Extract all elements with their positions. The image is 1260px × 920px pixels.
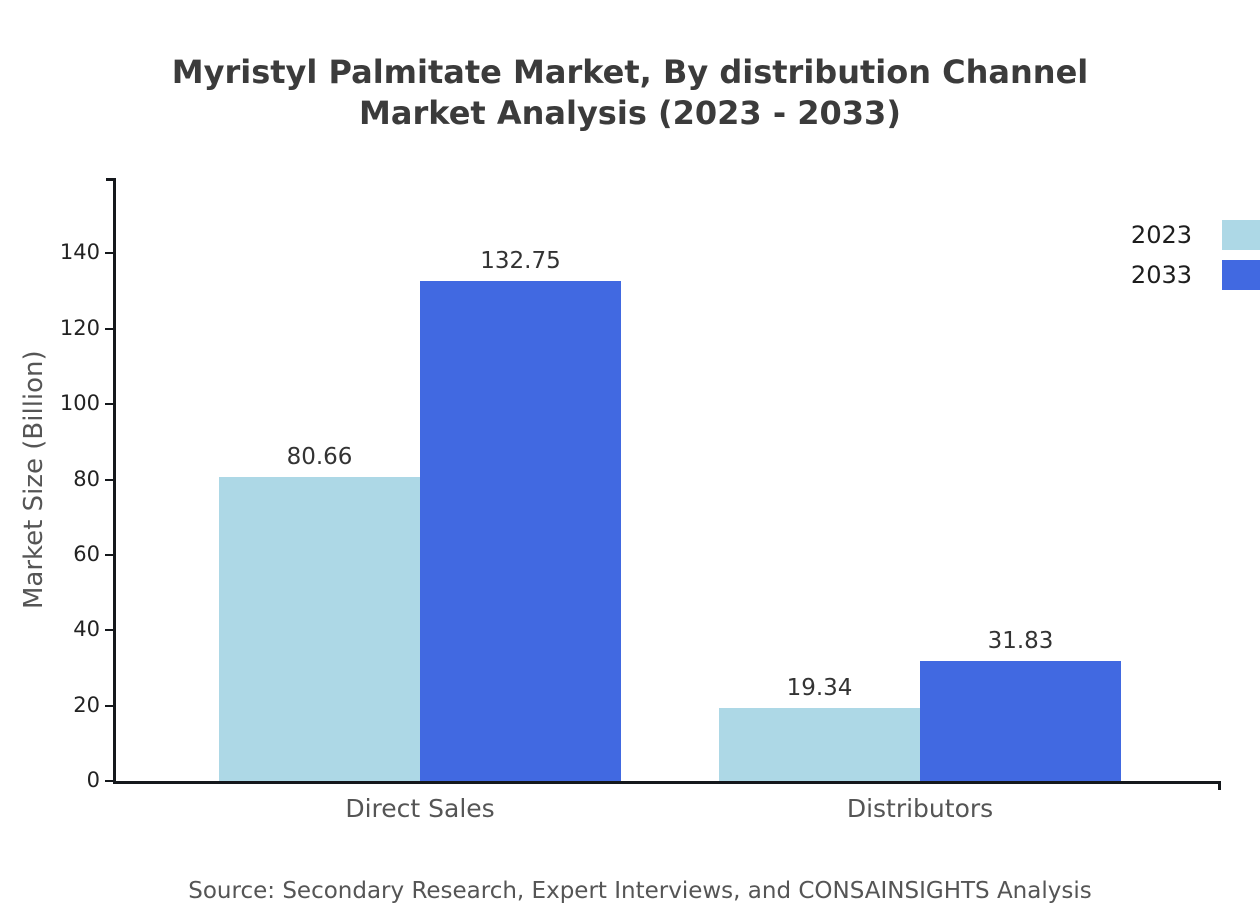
- y-tick-mark: [105, 327, 113, 330]
- x-axis-line: [113, 781, 1220, 784]
- bar-value-label: 80.66: [286, 444, 353, 470]
- y-tick-mark: [105, 252, 113, 255]
- chart-title-line2: Market Analysis (2023 - 2033): [359, 94, 901, 132]
- y-tick-label: 100: [59, 391, 100, 416]
- legend-label: 2023: [1130, 221, 1192, 249]
- bar-2023-distributors: [719, 708, 920, 781]
- bar-2033-direct-sales: [420, 280, 621, 781]
- chart-title-line1: Myristyl Palmitate Market, By distributi…: [171, 53, 1089, 91]
- y-tick-label: 120: [59, 315, 100, 340]
- y-tick-label: 140: [59, 240, 100, 265]
- legend-item-2023: 2023: [1131, 220, 1260, 250]
- y-tick-label: 40: [73, 617, 100, 642]
- y-tick-mark: [105, 704, 113, 707]
- legend-item-2033: 2033: [1131, 260, 1260, 290]
- legend-swatch: [1222, 260, 1260, 290]
- y-tick-label: 60: [73, 541, 100, 566]
- y-tick-mark: [105, 403, 113, 406]
- source-note: Source: Secondary Research, Expert Inter…: [188, 878, 1092, 904]
- y-tick-label: 80: [73, 466, 100, 491]
- y-tick-label: 20: [73, 692, 100, 717]
- bar-2023-direct-sales: [219, 477, 420, 781]
- x-category-label: Direct Sales: [345, 794, 495, 823]
- y-tick-mark: [105, 478, 113, 481]
- legend-swatch: [1222, 220, 1260, 250]
- y-tick-mark: [105, 629, 113, 632]
- x-category-label: Distributors: [846, 794, 994, 823]
- y-tick-mark: [105, 780, 113, 782]
- chart-title: Myristyl Palmitate Market, By distributi…: [0, 52, 1260, 134]
- bar-value-label: 132.75: [480, 247, 561, 274]
- bar-value-label: 19.34: [786, 675, 853, 702]
- y-tick-label: 0: [86, 768, 100, 792]
- legend-label: 2033: [1130, 261, 1192, 289]
- y-axis-line: [113, 178, 116, 783]
- legend: 2023 2033: [1131, 220, 1260, 300]
- bar-2033-distributors: [920, 661, 1121, 781]
- y-axis-end-tick: [106, 178, 114, 181]
- y-tick-mark: [105, 553, 113, 556]
- bar-value-label: 31.83: [987, 628, 1054, 655]
- x-axis-end-tick: [1218, 781, 1221, 790]
